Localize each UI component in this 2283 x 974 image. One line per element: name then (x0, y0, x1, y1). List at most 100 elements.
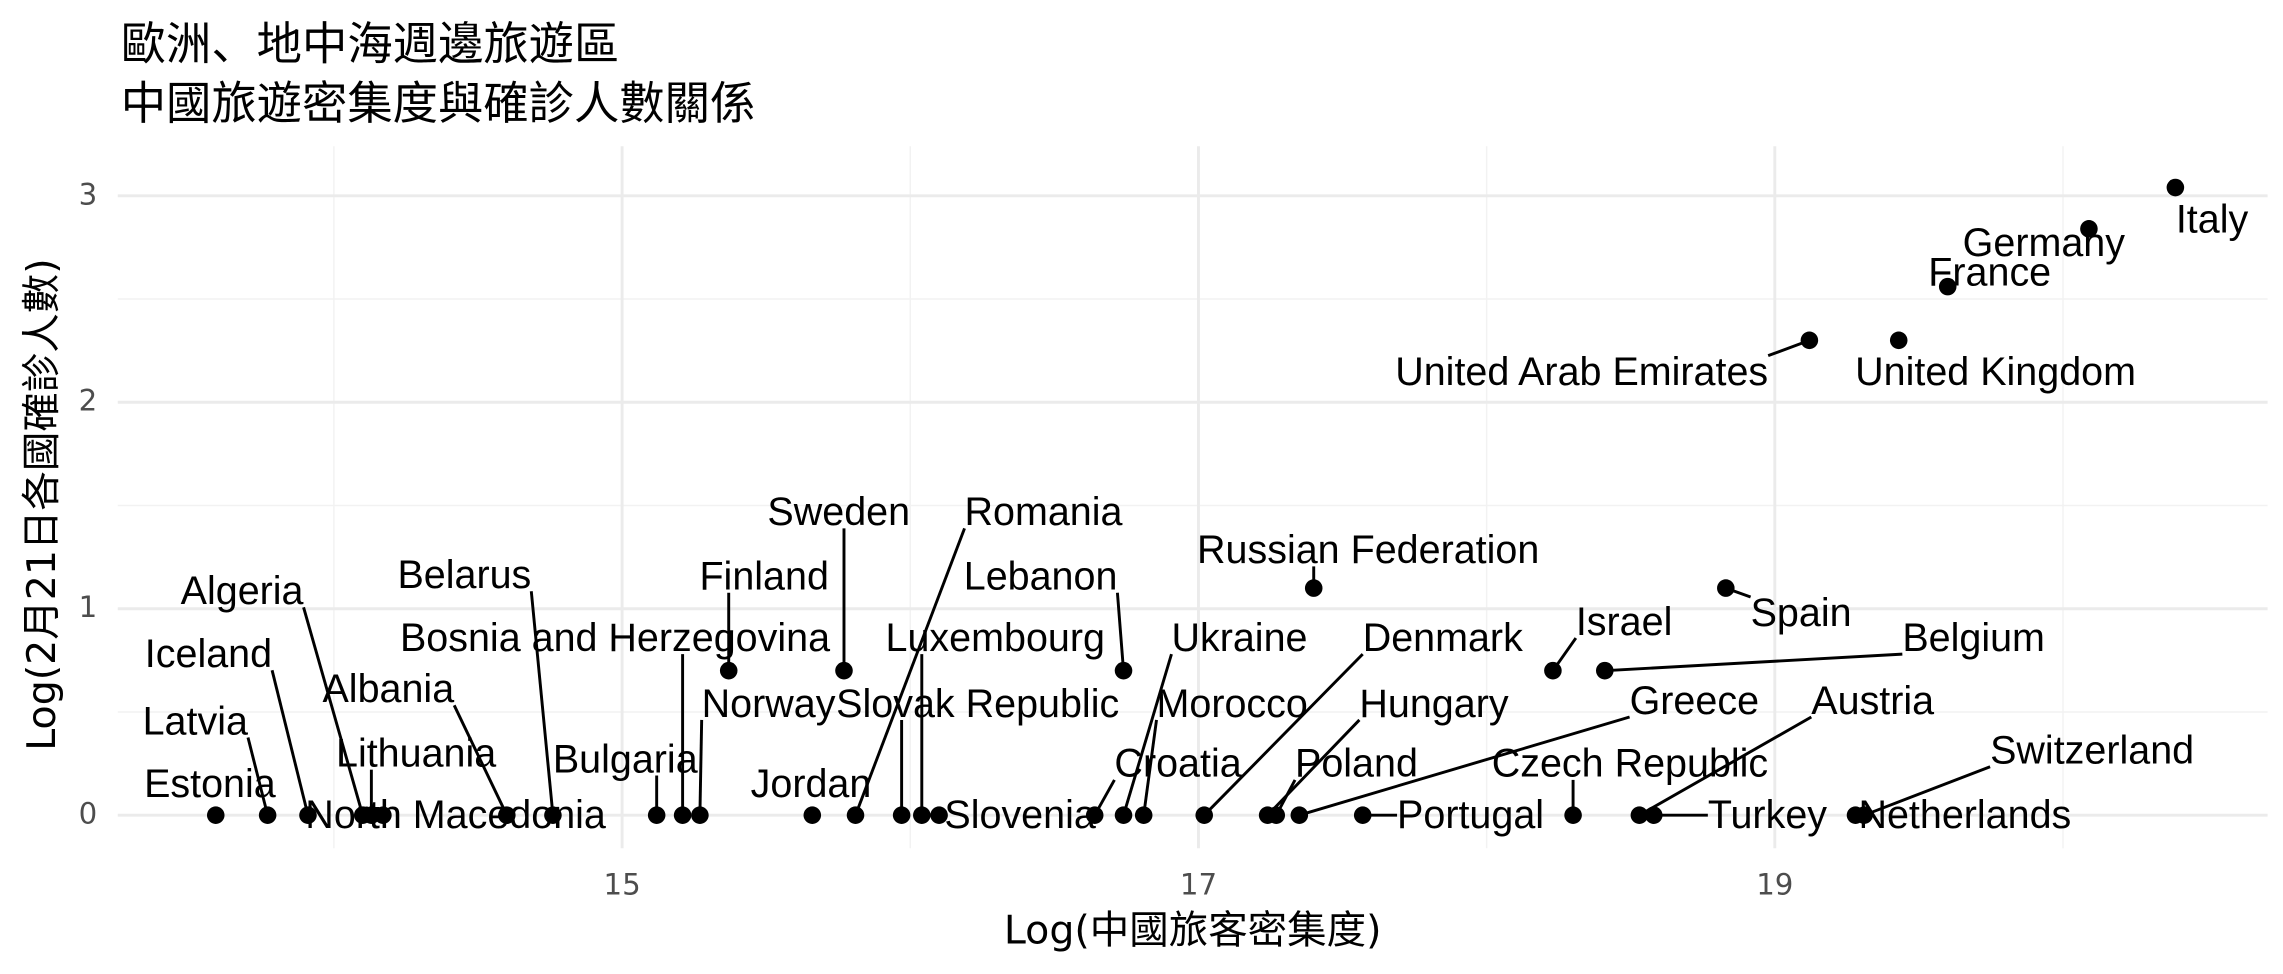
point-label: Iceland (145, 632, 272, 676)
point-label: Switzerland (1990, 729, 2194, 773)
point-label: Slovenia (944, 793, 1095, 837)
point (1644, 806, 1663, 824)
point (1353, 806, 1372, 824)
point (913, 806, 931, 824)
x-tick-label: 19 (1756, 868, 1793, 902)
point-label: Spain (1751, 591, 1852, 635)
points (206, 178, 2185, 824)
point (206, 806, 225, 824)
y-tick-label: 0 (79, 797, 98, 831)
x-tick-label: 15 (603, 868, 640, 902)
point (691, 806, 709, 824)
point-label: Jordan (751, 762, 872, 806)
point-label: Belarus (397, 553, 531, 597)
leader-line (529, 591, 555, 816)
point-label: North Macedonia (305, 793, 606, 837)
point-label: Luxembourg (886, 616, 1105, 660)
point (1195, 806, 1213, 824)
leader-line (698, 719, 704, 816)
grid (117, 146, 2268, 849)
point (719, 661, 738, 680)
leader-line (452, 704, 509, 816)
point (803, 806, 822, 824)
point-label: United Arab Emirates (1395, 350, 1768, 394)
point-label: Sweden (767, 490, 910, 534)
x-tick-label: 17 (1180, 868, 1217, 902)
point-label: Portugal (1397, 793, 1544, 837)
point (1114, 806, 1133, 824)
point-label: Denmark (1363, 616, 1523, 660)
point-label: Slovak Republic (836, 682, 1119, 726)
point (2080, 220, 2098, 238)
point (1889, 331, 1908, 350)
point (673, 806, 692, 824)
point (1085, 806, 1104, 824)
leader-lines (246, 338, 1991, 817)
x-axis-label: Log(中國旅客密集度) (1004, 908, 1382, 954)
point-label: Finland (699, 555, 828, 599)
point-label: Algeria (181, 569, 304, 613)
leader-line (1266, 718, 1361, 817)
y-tick-label: 2 (79, 384, 98, 418)
chart-subtitle: 中國旅遊密集度與確診人數關係 (121, 77, 756, 130)
point-label: France (1928, 250, 2051, 294)
point (1596, 661, 1614, 680)
point (258, 806, 277, 824)
point (1290, 806, 1309, 824)
point (2166, 178, 2185, 197)
leader-line (302, 606, 365, 816)
point (1938, 277, 1957, 296)
leader-line (270, 669, 310, 816)
point (299, 806, 317, 824)
point-label: Lebanon (964, 555, 1118, 599)
point-label: Bosnia and Herzegovina (400, 616, 830, 660)
point (1544, 661, 1562, 680)
point-label: Hungary (1359, 682, 1508, 726)
leader-line (1604, 652, 1903, 673)
point (1267, 806, 1286, 824)
point-label: Ukraine (1171, 616, 1307, 660)
leader-line (1142, 719, 1158, 816)
leader-line (1122, 653, 1173, 816)
point-label: Norway (702, 682, 836, 726)
y-axis-label: Log(2月21日各國確診人數) (19, 258, 65, 750)
y-tick-label: 3 (79, 177, 98, 211)
point (1846, 806, 1865, 824)
point-label: Germany (1963, 221, 2126, 265)
point-label: United Kingdom (1855, 350, 2136, 394)
point (1304, 579, 1323, 597)
point-label: Bulgaria (553, 737, 698, 781)
point-label: Poland (1295, 742, 1418, 786)
leader-line (1203, 653, 1364, 817)
point-label: Turkey (1708, 793, 1827, 837)
leader-line (1863, 765, 1991, 817)
point (544, 806, 562, 824)
point (846, 806, 865, 824)
point-label: Italy (2176, 198, 2249, 242)
leader-line (1298, 715, 1631, 817)
point (1717, 579, 1735, 597)
point (1630, 806, 1649, 824)
point (1564, 806, 1582, 824)
point-label: Albania (322, 667, 454, 711)
leader-line (1115, 592, 1125, 671)
point-label: Lithuania (336, 732, 496, 776)
point (498, 806, 516, 824)
point-label: Israel (1576, 600, 1673, 644)
point (1134, 806, 1153, 824)
point-label: Netherlands (1858, 793, 2071, 837)
point (892, 806, 911, 824)
point-label: Belgium (1902, 616, 2045, 660)
chart-title: 歐洲、地中海週邊旅遊區 (121, 17, 620, 70)
point-label: Latvia (143, 699, 248, 743)
leader-line (854, 527, 966, 816)
point-label: Greece (1630, 679, 1759, 723)
point (930, 806, 948, 824)
point-label: Croatia (1114, 742, 1241, 786)
y-tick-label: 1 (79, 590, 98, 624)
point-label: Morocco (1157, 682, 1308, 726)
point-label: Czech Republic (1492, 742, 1768, 786)
point (647, 806, 666, 824)
leader-line (246, 737, 270, 816)
point-label: Estonia (144, 762, 276, 806)
